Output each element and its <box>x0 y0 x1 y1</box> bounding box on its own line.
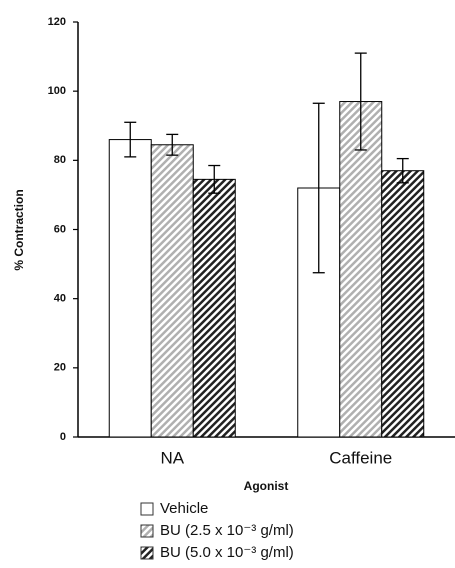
bar <box>150 144 194 438</box>
legend-swatch <box>140 502 154 516</box>
error-bar <box>354 52 367 151</box>
legend-label: BU (2.5 x 10⁻³ g/ml) <box>160 522 294 539</box>
y-tick-label: 60 <box>54 223 66 235</box>
y-axis-label: % Contraction <box>12 189 26 270</box>
error-bar <box>312 102 325 274</box>
legend-swatch <box>140 524 154 538</box>
y-tick-label: 40 <box>54 293 66 305</box>
legend-label: Vehicle <box>160 500 208 517</box>
error-bar <box>396 157 409 184</box>
error-bar <box>208 164 221 194</box>
y-tick-label: 0 <box>60 431 66 443</box>
y-tick-label: 80 <box>54 154 66 166</box>
error-bar <box>166 133 179 156</box>
x-tick-label: Caffeine <box>329 448 392 467</box>
bar <box>192 178 236 438</box>
x-tick-label: NA <box>160 448 184 467</box>
bar <box>339 101 383 438</box>
error-bar <box>124 121 137 158</box>
bar <box>381 170 425 438</box>
bar <box>108 139 152 438</box>
y-tick-label: 20 <box>54 362 66 374</box>
legend-swatch <box>140 546 154 560</box>
legend-label: BU (5.0 x 10⁻³ g/ml) <box>160 544 294 561</box>
y-tick-label: 120 <box>48 16 66 28</box>
y-tick-label: 100 <box>48 85 66 97</box>
x-axis-label: Agonist <box>244 479 289 493</box>
